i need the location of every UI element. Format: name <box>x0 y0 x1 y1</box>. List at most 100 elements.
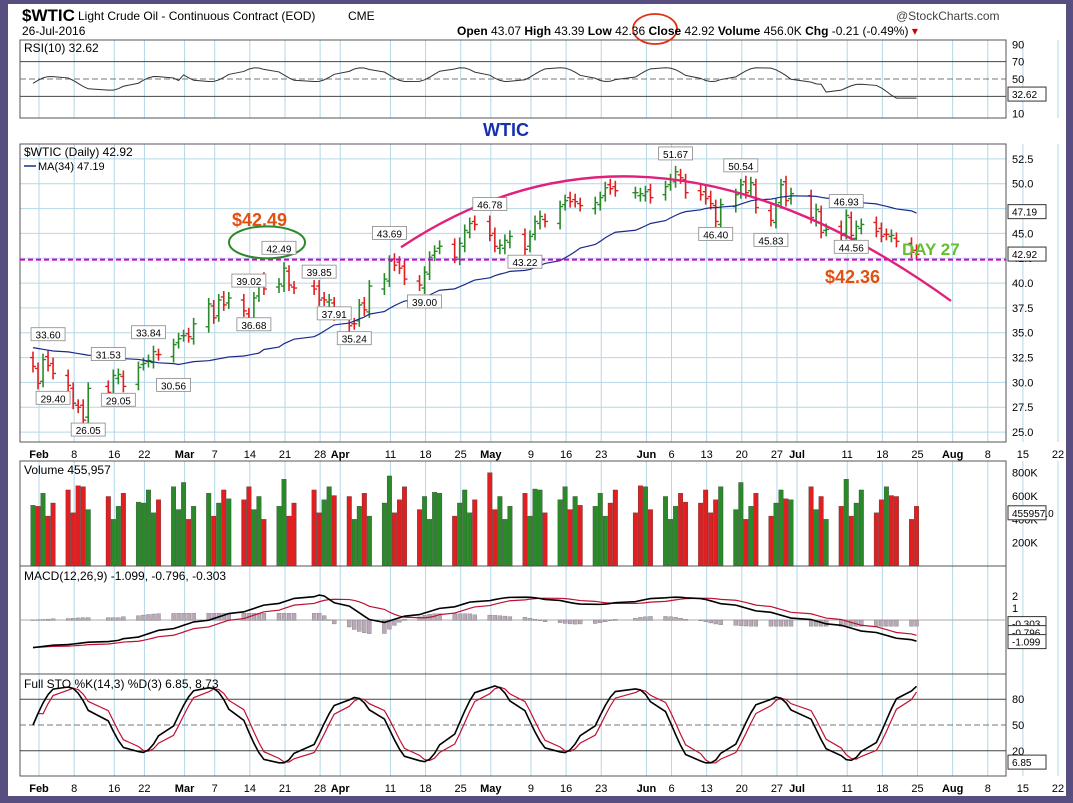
price-tick-label: 52.5 <box>1012 154 1033 166</box>
price-label-text: 29.05 <box>106 396 131 407</box>
price-label: 33.84 <box>131 325 166 340</box>
macd-histogram-bar <box>678 618 683 621</box>
x-tick-label: 22 <box>1052 449 1064 461</box>
price-tick-label: 45.0 <box>1012 228 1033 240</box>
macd-histogram-bar <box>879 619 884 627</box>
price-bar <box>777 178 784 209</box>
price-bar <box>491 227 498 253</box>
price-bar <box>592 196 599 215</box>
price-bar <box>501 234 508 255</box>
volume-bar <box>858 489 864 567</box>
macd-legend: MACD(12,26,9) -1.099, -0.796, -0.303 <box>24 569 226 583</box>
price-bar <box>175 332 182 349</box>
price-bar <box>155 348 162 361</box>
price-bar <box>456 237 463 266</box>
volume-bar <box>191 506 197 567</box>
price-bar <box>562 194 569 211</box>
price-tick-label: 37.5 <box>1012 303 1033 315</box>
volume-bar <box>678 493 684 567</box>
price-label: 29.40 <box>35 390 71 405</box>
stochastic-panel: Full STO %K(14,3) %D(3) 6.85, 8.73 <box>20 677 1006 764</box>
volume-bar <box>467 512 473 567</box>
volume-bar <box>843 479 849 567</box>
price-bar <box>316 280 323 306</box>
x-tick-label: 25 <box>911 783 923 795</box>
macd-histogram-bar <box>362 619 367 633</box>
price-bar <box>361 296 368 316</box>
price-bar <box>496 239 503 255</box>
price-bar <box>281 262 287 293</box>
x-tick-label: 8 <box>985 783 991 795</box>
volume-bar <box>346 496 352 567</box>
macd-value-tag-2-box <box>1007 634 1047 650</box>
volume-bar <box>612 489 618 567</box>
macd-histogram-bar <box>327 619 332 621</box>
macd-histogram-bar <box>402 618 407 621</box>
macd-histogram-bar <box>718 619 723 625</box>
x-tick-label: Apr <box>331 449 351 461</box>
macd-histogram-bar <box>251 613 257 621</box>
price-label-box <box>472 197 508 211</box>
price-bar <box>893 232 900 248</box>
macd-histogram-bar <box>557 619 563 623</box>
price-label: 39.85 <box>301 264 337 279</box>
x-tick-label: 11 <box>842 449 853 461</box>
volume-bar <box>216 502 222 567</box>
macd-histogram-bar <box>382 619 387 634</box>
volume-bar <box>65 489 71 567</box>
down-triangle-icon: ▾ <box>911 24 918 38</box>
price-bar <box>205 297 212 333</box>
close-value: 42.92 <box>684 24 715 38</box>
macd-histogram-bar <box>884 619 889 627</box>
price-bar <box>80 399 87 427</box>
volume-label: Volume <box>717 24 761 38</box>
macd-histogram-bar <box>562 619 568 624</box>
price-tick-label: 35.0 <box>1012 328 1033 340</box>
macd-histogram-bar <box>181 613 186 621</box>
volume-bar <box>572 496 578 567</box>
x-tick-label: 8 <box>985 449 991 461</box>
volume-bar <box>135 501 141 567</box>
volume-bar <box>70 512 76 567</box>
macd-histogram-bar <box>909 619 914 627</box>
price-label: 31.53 <box>90 347 126 362</box>
price-label-text: 29.40 <box>41 394 66 405</box>
price-label-box <box>131 325 166 340</box>
volume-bar <box>30 505 36 567</box>
price-bar <box>642 185 649 202</box>
price-label-box <box>236 317 272 332</box>
volume-bar <box>151 512 156 567</box>
open-label: Open <box>457 24 488 38</box>
volume-bar <box>256 496 262 567</box>
macd-histogram-bar <box>573 619 578 625</box>
volume-bar <box>432 492 438 567</box>
volume-bar <box>261 519 267 567</box>
volume-bar <box>361 493 367 567</box>
price-bar <box>436 240 443 255</box>
volume-bar <box>487 472 493 567</box>
macd-histogram-bar <box>276 613 282 621</box>
volume-panel: Volume 455,957 <box>24 463 919 567</box>
macd-histogram-bar <box>608 619 613 621</box>
chart-date: 26-Jul-2016 <box>22 24 86 38</box>
macd-histogram-bar <box>648 616 653 621</box>
price-tick-label: 40.0 <box>1012 278 1033 290</box>
volume-bar <box>462 489 468 567</box>
price-label-text: 43.22 <box>512 258 537 269</box>
macd-histogram-bar <box>813 619 819 627</box>
volume-bar <box>637 485 643 567</box>
x-tick-label: 16 <box>108 783 120 795</box>
rsi-tick-label: 70 <box>1012 57 1024 69</box>
price-bar <box>286 265 293 292</box>
x-tick-label: 11 <box>385 783 396 795</box>
price-bar <box>150 345 157 369</box>
price-bar <box>848 211 855 242</box>
exchange-label: CME <box>348 9 375 23</box>
macd-histogram-bar <box>50 618 56 621</box>
macd-histogram-bar <box>106 617 111 621</box>
x-tick-label: 8 <box>71 449 77 461</box>
x-tick-label: 25 <box>455 783 467 795</box>
price-label-box <box>70 422 106 437</box>
price-bar <box>486 215 493 242</box>
macd-histogram-bar <box>281 613 287 621</box>
